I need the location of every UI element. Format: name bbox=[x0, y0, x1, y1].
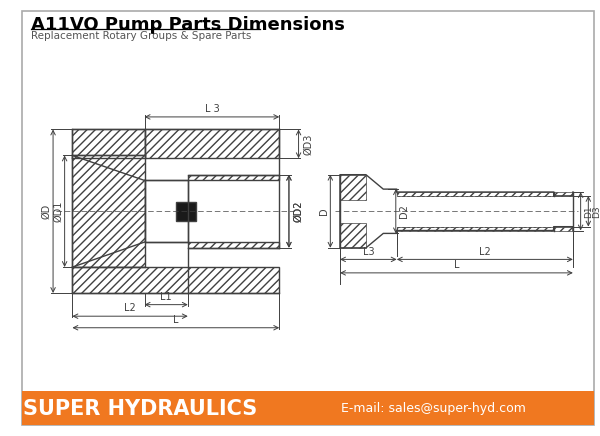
Bar bbox=[397, 196, 573, 227]
Text: ØD3: ØD3 bbox=[0, 435, 1, 436]
Text: ØD1: ØD1 bbox=[53, 201, 63, 222]
Text: A11VO Pump Parts Dimensions: A11VO Pump Parts Dimensions bbox=[31, 16, 345, 34]
Text: L2: L2 bbox=[479, 246, 491, 256]
Text: E-mail: sales@super-hyd.com: E-mail: sales@super-hyd.com bbox=[341, 402, 526, 415]
Bar bbox=[340, 223, 366, 248]
Text: D2: D2 bbox=[400, 204, 409, 218]
Bar bbox=[73, 267, 280, 293]
Bar bbox=[22, 391, 594, 425]
Text: L1: L1 bbox=[160, 292, 172, 302]
Text: L2: L2 bbox=[124, 303, 136, 313]
Bar bbox=[145, 129, 280, 158]
Text: ØD: ØD bbox=[41, 204, 52, 219]
Text: ØD2: ØD2 bbox=[293, 201, 304, 222]
Text: D: D bbox=[319, 208, 329, 215]
Text: L3: L3 bbox=[362, 246, 374, 256]
Bar bbox=[397, 227, 573, 231]
Bar bbox=[73, 129, 145, 158]
Text: L: L bbox=[454, 260, 459, 270]
Bar bbox=[73, 155, 145, 267]
Bar bbox=[145, 181, 188, 242]
Bar bbox=[340, 175, 366, 200]
Text: D1: D1 bbox=[584, 205, 593, 218]
Bar bbox=[176, 201, 196, 221]
Bar bbox=[188, 242, 280, 248]
Text: SUPER HYDRAULICS: SUPER HYDRAULICS bbox=[23, 399, 257, 419]
Bar bbox=[188, 175, 280, 181]
Text: L: L bbox=[173, 315, 179, 325]
Text: ØD3: ØD3 bbox=[303, 133, 313, 154]
Text: Replacement Rotary Groups & Spare Parts: Replacement Rotary Groups & Spare Parts bbox=[31, 31, 251, 41]
Text: D3: D3 bbox=[593, 205, 600, 218]
Text: ØD2: ØD2 bbox=[293, 201, 304, 222]
Bar bbox=[397, 192, 573, 196]
Text: L 3: L 3 bbox=[205, 104, 219, 114]
